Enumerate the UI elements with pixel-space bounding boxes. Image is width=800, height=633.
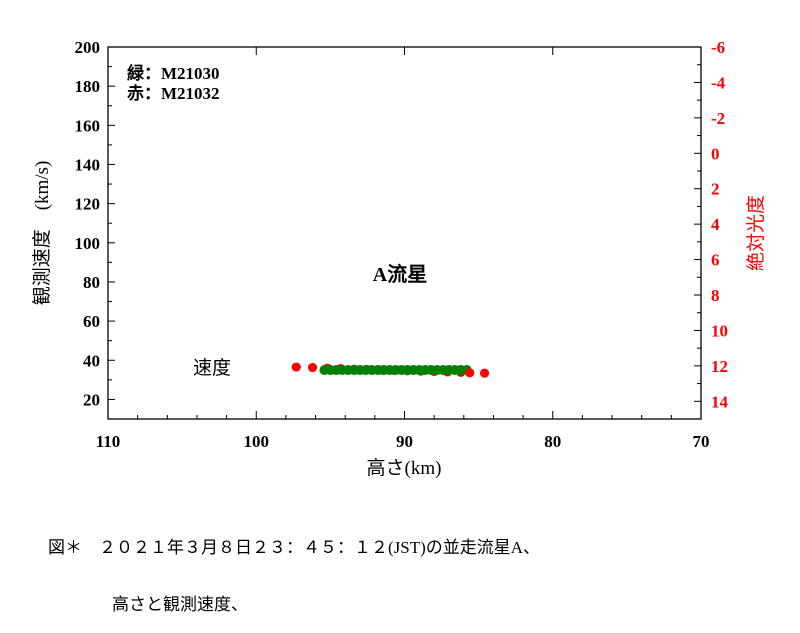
x-tick-label: 80 — [544, 432, 561, 451]
red-point — [291, 362, 301, 372]
y-tick-label: 140 — [75, 155, 101, 174]
red-point — [465, 368, 475, 378]
x-tick-label: 100 — [244, 432, 270, 451]
y-tick-label: 40 — [83, 351, 100, 370]
y2-tick-label: 0 — [711, 144, 720, 163]
x-tick-label: 70 — [693, 432, 710, 451]
y2-tick-label: 8 — [711, 286, 720, 305]
data-points — [291, 362, 490, 378]
y-tick-label: 100 — [75, 234, 101, 253]
y-axis-label: 観測速度 (km/s) — [31, 161, 53, 306]
caption-line-2: 高さと観測速度、 — [112, 595, 248, 614]
y-tick-label: 60 — [83, 312, 100, 331]
legend-green: 緑：M21030 — [127, 63, 220, 83]
y2-tick-label: -6 — [711, 38, 725, 57]
y-tick-label: 120 — [75, 195, 101, 214]
right-axis-ticks: -6 -4 -2 0 2 4 6 8 10 12 14 — [694, 38, 729, 420]
y2-axis-label: 絶対光度 — [745, 195, 767, 271]
y-tick-label: 20 — [83, 390, 100, 409]
y-tick-label: 160 — [75, 116, 101, 135]
legend-red: 赤：M21032 — [127, 83, 220, 103]
red-point — [480, 368, 490, 378]
y-tick-label: 200 — [75, 38, 101, 57]
y2-tick-label: 2 — [711, 180, 720, 199]
y-tick-label: 180 — [75, 77, 101, 96]
x-axis-label: 高さ(km) — [367, 457, 442, 479]
x-tick-label: 110 — [96, 432, 121, 451]
y2-tick-label: 4 — [711, 215, 720, 234]
y2-tick-label: -2 — [711, 109, 725, 128]
y2-tick-label: -4 — [711, 73, 726, 92]
y2-tick-label: 14 — [711, 392, 729, 411]
chart: 20 40 60 80 100 120 140 160 180 200 -6 -4 -2 0 2 4 6 8 10… — [31, 38, 767, 479]
left-axis-ticks: 20 40 60 80 100 120 140 160 180 200 — [75, 38, 115, 420]
chart-title: A流星 — [373, 262, 427, 286]
y-tick-label: 80 — [83, 273, 100, 292]
y2-tick-label: 6 — [711, 251, 720, 270]
x-tick-label: 90 — [396, 432, 413, 451]
y2-tick-label: 10 — [711, 321, 728, 340]
caption-line-1: 図＊ ２０２１年３月８日２３：４５：１２(JST)の並走流星A、 — [48, 538, 541, 557]
x-axis-ticks: 110 100 90 80 70 — [96, 47, 710, 451]
y2-tick-label: 12 — [711, 357, 728, 376]
speed-annotation: 速度 — [193, 357, 231, 379]
red-point — [308, 363, 318, 373]
figure-caption: 図＊ ２０２１年３月８日２３：４５：１２(JST)の並走流星A、 高さと観測速度… — [48, 500, 540, 633]
